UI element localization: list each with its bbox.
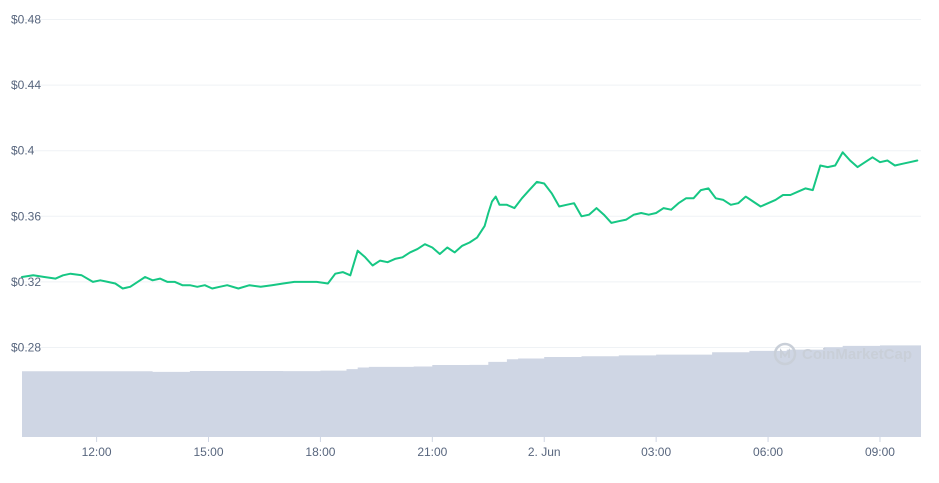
volume-area — [22, 344, 921, 437]
watermark-text: CoinMarketCap — [802, 346, 912, 363]
x-tick-label: 03:00 — [641, 445, 671, 459]
y-tick-label: $0.28 — [11, 341, 41, 355]
y-axis: $0.28 $0.32 $0.36 $0.4 $0.44 $0.48 — [11, 13, 41, 355]
y-tick-label: $0.36 — [11, 209, 41, 223]
x-axis: 12:00 15:00 18:00 21:00 2. Jun 03:00 06:00 09:0… — [82, 437, 895, 459]
price-line — [21, 151, 919, 290]
x-tick-label: 06:00 — [753, 445, 783, 459]
line-layer — [21, 151, 919, 290]
x-tick-label: 2. Jun — [528, 445, 561, 459]
grid-layer — [22, 19, 921, 348]
y-tick-label: $0.32 — [11, 275, 41, 289]
y-tick-label: $0.44 — [11, 78, 41, 92]
x-tick-label: 18:00 — [305, 445, 335, 459]
x-tick-label: 15:00 — [193, 445, 223, 459]
y-tick-label: $0.48 — [11, 13, 41, 27]
volume-layer — [22, 344, 921, 437]
x-tick-label: 09:00 — [865, 445, 895, 459]
x-tick-label: 21:00 — [417, 445, 447, 459]
y-tick-label: $0.4 — [11, 144, 35, 158]
x-tick-label: 12:00 — [82, 445, 112, 459]
watermark: CoinMarketCap — [773, 342, 912, 366]
coinmarketcap-logo-icon — [773, 342, 797, 366]
